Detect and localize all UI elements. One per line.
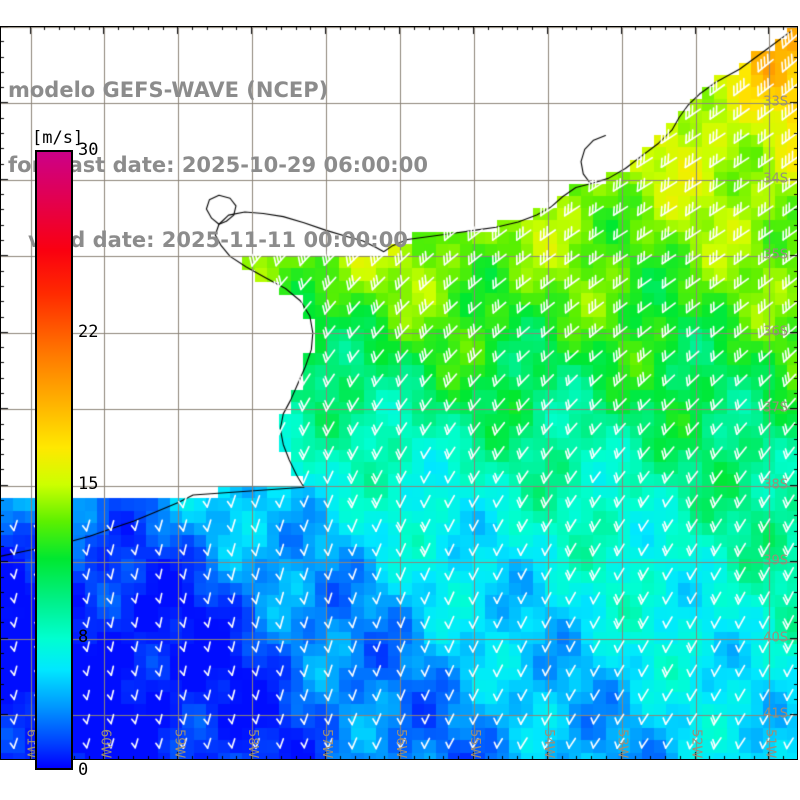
colorbar-tick-0: 0 (78, 760, 89, 780)
colorbar-units-label: [m/s] (32, 128, 84, 148)
lon-label-53W: 53W (614, 728, 630, 758)
lon-label-52W: 52W (688, 728, 704, 758)
lon-label-56W: 56W (393, 728, 408, 758)
lat-label-36S: 36S (763, 324, 788, 340)
map-frame (0, 26, 798, 760)
lat-label-39S: 39S (763, 553, 788, 569)
colorbar-tick-30: 30 (78, 140, 99, 160)
lat-label-34S: 34S (763, 171, 788, 187)
colorbar-gradient (35, 150, 73, 770)
wind-barb-layer (1, 27, 797, 759)
lon-label-60W: 60W (97, 728, 113, 758)
colorbar-tick-8: 8 (78, 627, 89, 647)
lon-label-59W: 59W (171, 728, 187, 758)
lon-label-55W: 55W (466, 728, 482, 758)
colorbar-tick-15: 15 (78, 473, 99, 494)
lat-label-33S: 33S (763, 94, 788, 110)
lat-label-38S: 38S (763, 477, 788, 493)
lat-label-40S: 40S (763, 630, 788, 646)
lat-label-37S: 37S (763, 400, 788, 416)
lon-label-57W: 57W (319, 728, 335, 758)
model-title: modelo GEFS-WAVE (NCEP) (8, 78, 329, 102)
lon-label-58W: 58W (245, 728, 261, 758)
lat-label-35S: 35S (763, 247, 788, 263)
lon-label-61W: 61W (23, 728, 39, 758)
colorbar-tick-22: 22 (78, 321, 99, 342)
lat-label-41S: 41S (763, 706, 788, 722)
lon-label-54W: 54W (540, 728, 556, 758)
lon-label-51W: 51W (762, 728, 778, 758)
forecast-date: forecast date: 2025-10-29 06:00:00 (8, 153, 428, 177)
